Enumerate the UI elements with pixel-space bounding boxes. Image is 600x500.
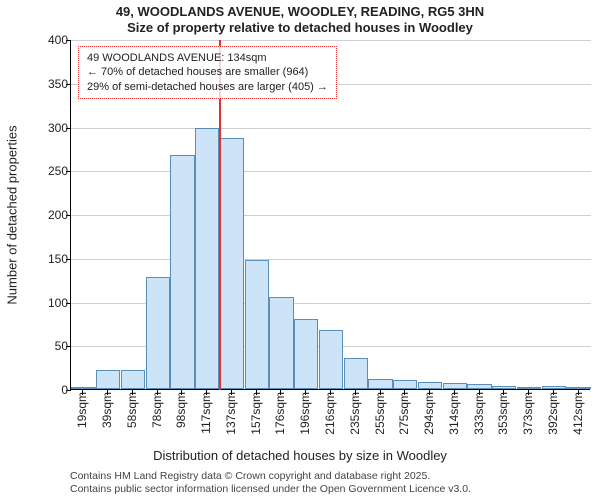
gridline-h [71,215,591,216]
xtick-label: 255sqm [373,392,387,435]
bar [467,384,491,389]
xtick [528,390,529,395]
attribution-line1: Contains HM Land Registry data © Crown c… [70,470,590,483]
xtick-label: 117sqm [199,392,213,434]
gridline-h [71,40,591,41]
xtick [578,390,579,395]
bar [517,387,541,389]
bar [269,297,293,389]
annotation-line: 49 WOODLANDS AVENUE: 134sqm [87,51,328,65]
xtick-label: 294sqm [422,392,436,435]
xtick [330,390,331,395]
gridline-h [71,128,591,129]
bar [368,379,392,390]
xtick-label: 314sqm [447,392,461,435]
xtick-label: 78sqm [150,392,164,428]
xtick [206,390,207,395]
bar [566,387,590,389]
xtick [107,390,108,395]
annotation-box: 49 WOODLANDS AVENUE: 134sqm← 70% of deta… [78,46,337,99]
xtick-label: 235sqm [348,392,362,435]
ytick-label: 200 [48,208,68,222]
attribution: Contains HM Land Registry data © Crown c… [70,470,590,496]
xtick-label: 412sqm [571,392,585,435]
xtick-label: 98sqm [174,392,188,428]
xtick-label: 392sqm [546,392,560,435]
xtick [429,390,430,395]
xtick [404,390,405,395]
xtick-label: 19sqm [75,392,89,428]
xtick [256,390,257,395]
bar [319,330,343,389]
xtick [305,390,306,395]
bar [96,370,120,389]
xtick [355,390,356,395]
xtick [503,390,504,395]
gridline-h [71,171,591,172]
xtick-label: 176sqm [273,392,287,435]
ytick-label: 50 [55,339,68,353]
bar [195,128,219,389]
xtick [181,390,182,395]
xtick-label: 353sqm [496,392,510,435]
bar [146,277,170,389]
x-axis-label: Distribution of detached houses by size … [0,448,600,463]
title-line2: Size of property relative to detached ho… [0,20,600,36]
annotation-line: 29% of semi-detached houses are larger (… [87,80,328,94]
xtick-label: 157sqm [249,392,263,435]
xtick [553,390,554,395]
ytick-label: 300 [48,121,68,135]
xtick-label: 58sqm [125,392,139,428]
bar [121,370,145,389]
bar [344,358,368,390]
xtick-label: 333sqm [472,392,486,435]
bar [294,319,318,389]
xtick-label: 275sqm [397,392,411,435]
attribution-line2: Contains public sector information licen… [70,483,590,496]
ytick-label: 250 [48,164,68,178]
bar [418,382,442,389]
ytick-label: 400 [48,33,68,47]
bar [220,138,244,389]
bar [443,383,467,389]
xtick [82,390,83,395]
y-axis-label: Number of detached properties [5,125,20,304]
bar [492,386,516,390]
gridline-h [71,259,591,260]
xtick [280,390,281,395]
bar [393,380,417,389]
title-line1: 49, WOODLANDS AVENUE, WOODLEY, READING, … [116,4,484,19]
xtick-label: 39sqm [100,392,114,428]
bar [71,387,95,389]
xtick [157,390,158,395]
chart-container: 49, WOODLANDS AVENUE, WOODLEY, READING, … [0,0,600,500]
xtick-label: 196sqm [298,392,312,435]
xtick [479,390,480,395]
xtick-label: 137sqm [224,392,238,435]
ytick-label: 0 [61,383,68,397]
chart-title: 49, WOODLANDS AVENUE, WOODLEY, READING, … [0,4,600,37]
bar [170,155,194,389]
xtick [454,390,455,395]
bar [542,386,566,389]
xtick [231,390,232,395]
xtick [380,390,381,395]
bar [245,260,269,390]
xtick-label: 216sqm [323,392,337,435]
ytick-label: 150 [48,252,68,266]
ytick-label: 350 [48,77,68,91]
xtick-label: 373sqm [521,392,535,435]
xtick [132,390,133,395]
annotation-line: ← 70% of detached houses are smaller (96… [87,65,328,79]
ytick-label: 100 [48,296,68,310]
